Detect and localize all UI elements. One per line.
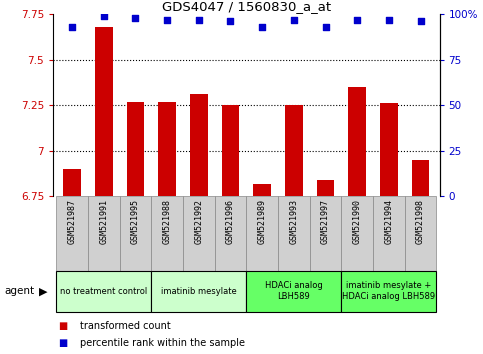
Point — [100, 13, 108, 19]
Text: ■: ■ — [58, 338, 67, 348]
Text: GSM521987: GSM521987 — [68, 199, 77, 244]
Bar — [380, 103, 398, 196]
Text: GSM521990: GSM521990 — [353, 199, 362, 244]
Bar — [310, 196, 341, 271]
Point — [227, 19, 234, 24]
Text: GSM521994: GSM521994 — [384, 199, 393, 244]
Bar — [341, 196, 373, 271]
Bar — [348, 87, 366, 196]
Point — [385, 17, 393, 22]
Text: ▶: ▶ — [39, 286, 47, 296]
Text: GSM521993: GSM521993 — [289, 199, 298, 244]
Bar — [95, 27, 113, 196]
Point — [68, 24, 76, 30]
Bar — [151, 196, 183, 271]
Bar — [405, 196, 436, 271]
Text: ■: ■ — [58, 321, 67, 331]
Text: transformed count: transformed count — [80, 321, 170, 331]
Bar — [88, 196, 120, 271]
Bar — [254, 184, 271, 196]
Bar — [127, 102, 144, 196]
Point — [131, 15, 139, 21]
Title: GDS4047 / 1560830_a_at: GDS4047 / 1560830_a_at — [162, 0, 331, 13]
Point — [417, 19, 425, 24]
Text: agent: agent — [5, 286, 35, 296]
Bar — [373, 196, 405, 271]
Bar — [183, 196, 214, 271]
Text: HDACi analog
LBH589: HDACi analog LBH589 — [265, 281, 323, 301]
Bar — [151, 271, 246, 312]
Bar — [285, 105, 302, 196]
Text: percentile rank within the sample: percentile rank within the sample — [80, 338, 245, 348]
Point — [322, 24, 329, 30]
Text: GSM521996: GSM521996 — [226, 199, 235, 244]
Text: GSM521998: GSM521998 — [416, 199, 425, 244]
Bar — [278, 196, 310, 271]
Text: GSM521991: GSM521991 — [99, 199, 108, 244]
Point — [354, 17, 361, 22]
Bar — [158, 102, 176, 196]
Point — [195, 17, 203, 22]
Text: imatinib mesylate: imatinib mesylate — [161, 287, 237, 296]
Bar — [214, 196, 246, 271]
Bar — [57, 196, 88, 271]
Text: GSM521989: GSM521989 — [257, 199, 267, 244]
Text: GSM521997: GSM521997 — [321, 199, 330, 244]
Bar — [190, 95, 208, 196]
Bar — [246, 196, 278, 271]
Text: GSM521988: GSM521988 — [163, 199, 171, 244]
Bar — [412, 160, 429, 196]
Point — [163, 17, 171, 22]
Text: GSM521995: GSM521995 — [131, 199, 140, 244]
Bar — [57, 271, 151, 312]
Point — [290, 17, 298, 22]
Bar — [317, 180, 334, 196]
Text: no treatment control: no treatment control — [60, 287, 147, 296]
Text: imatinib mesylate +
HDACi analog LBH589: imatinib mesylate + HDACi analog LBH589 — [342, 281, 435, 301]
Bar — [120, 196, 151, 271]
Bar — [246, 271, 341, 312]
Bar — [222, 105, 239, 196]
Text: GSM521992: GSM521992 — [194, 199, 203, 244]
Bar — [341, 271, 436, 312]
Bar — [63, 169, 81, 196]
Point — [258, 24, 266, 30]
